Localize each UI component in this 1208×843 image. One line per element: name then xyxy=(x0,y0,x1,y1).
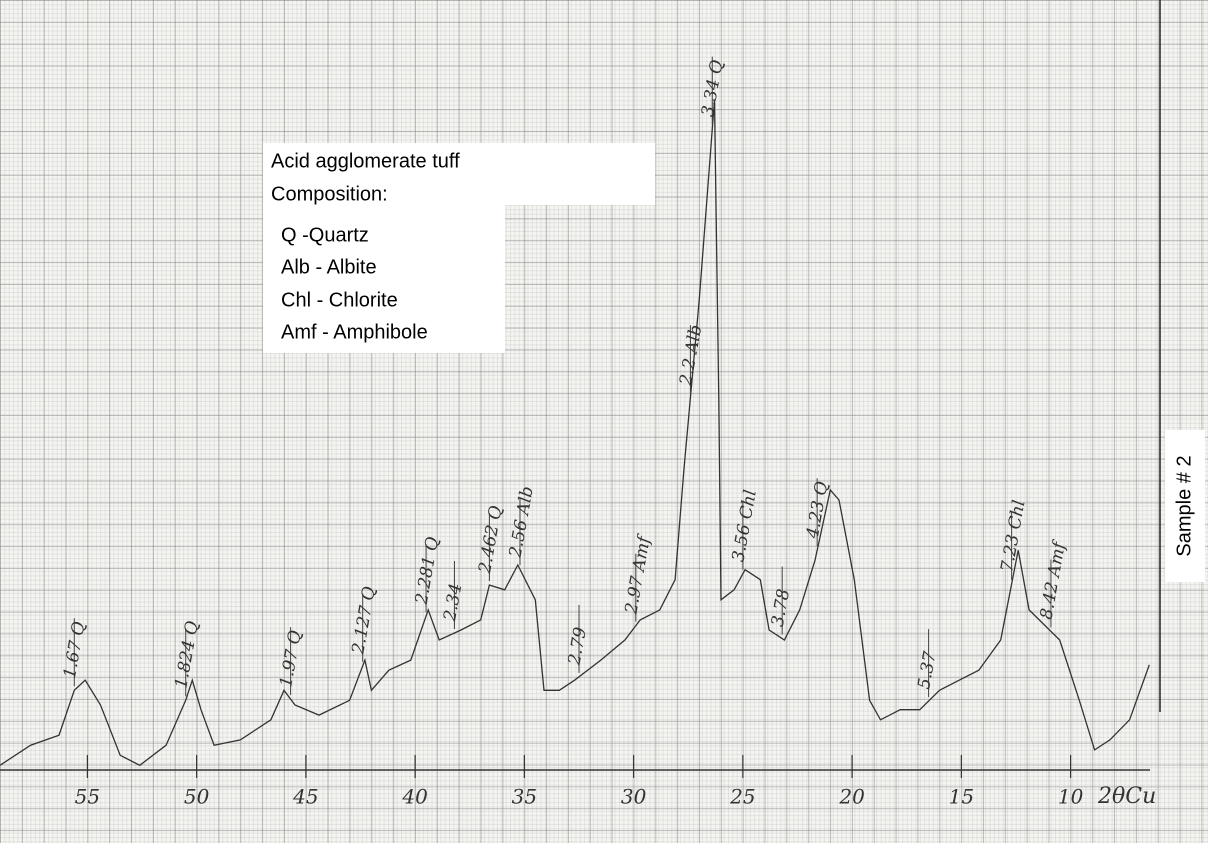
legend-text: Chl - Chlorite xyxy=(281,289,398,311)
legend-text: Q -Quartz xyxy=(281,224,369,246)
legend-text: Composition: xyxy=(271,183,388,205)
x-tick-label: 25 xyxy=(729,785,755,809)
x-axis-label: 2θCu xyxy=(1097,784,1156,809)
peak-label: 4.23 Q xyxy=(803,480,833,541)
peak-label: 3.78 xyxy=(768,587,794,628)
peak-label: 2.281 Q xyxy=(412,535,444,606)
x-tick-label: 15 xyxy=(949,785,974,809)
legend-title: Acid agglomerate tuff xyxy=(271,150,460,172)
peak-label: 1.824 Q xyxy=(171,619,203,690)
x-tick-label: 10 xyxy=(1058,785,1084,809)
peak-label: 1.67 Q xyxy=(60,620,90,680)
sample-label: Sample # 2 xyxy=(1173,455,1195,556)
peak-label: 2.2 Alb xyxy=(676,323,706,388)
legend-box xyxy=(263,205,505,353)
peak-label: 2.127 Q xyxy=(348,585,380,656)
x-tick-label: 45 xyxy=(292,785,318,809)
trace xyxy=(0,99,1150,767)
peak-label: 8.42 Amf xyxy=(1037,538,1071,621)
legend-box xyxy=(263,143,655,205)
legend-text: Amf - Amphibole xyxy=(281,321,428,343)
x-tick-label: 40 xyxy=(401,785,428,809)
x-tick-label: 50 xyxy=(184,785,210,809)
legend-text: Alb - Albite xyxy=(281,256,377,278)
peak-label: 2.56 Alb xyxy=(505,485,537,560)
peak-label: 7.23 Chl xyxy=(997,499,1029,574)
peak-label: 2.97 Amf xyxy=(621,532,655,616)
x-tick-label: 35 xyxy=(512,785,537,809)
peak-label: 1.97 Q xyxy=(276,629,306,689)
peak-label: 2.462 Q xyxy=(475,504,507,575)
x-tick-label: 20 xyxy=(838,785,865,809)
sample-box xyxy=(1165,430,1205,582)
peak-label: 5.37 xyxy=(914,650,940,691)
x-tick-label: 30 xyxy=(621,785,647,809)
peak-label: 2.34 xyxy=(440,582,466,624)
x-tick-label: 55 xyxy=(75,785,100,809)
peak-label: 3.34 Q xyxy=(698,58,728,118)
peak-label: 3.56 Chl xyxy=(729,488,761,563)
peak-label: 2.79 xyxy=(564,626,590,668)
